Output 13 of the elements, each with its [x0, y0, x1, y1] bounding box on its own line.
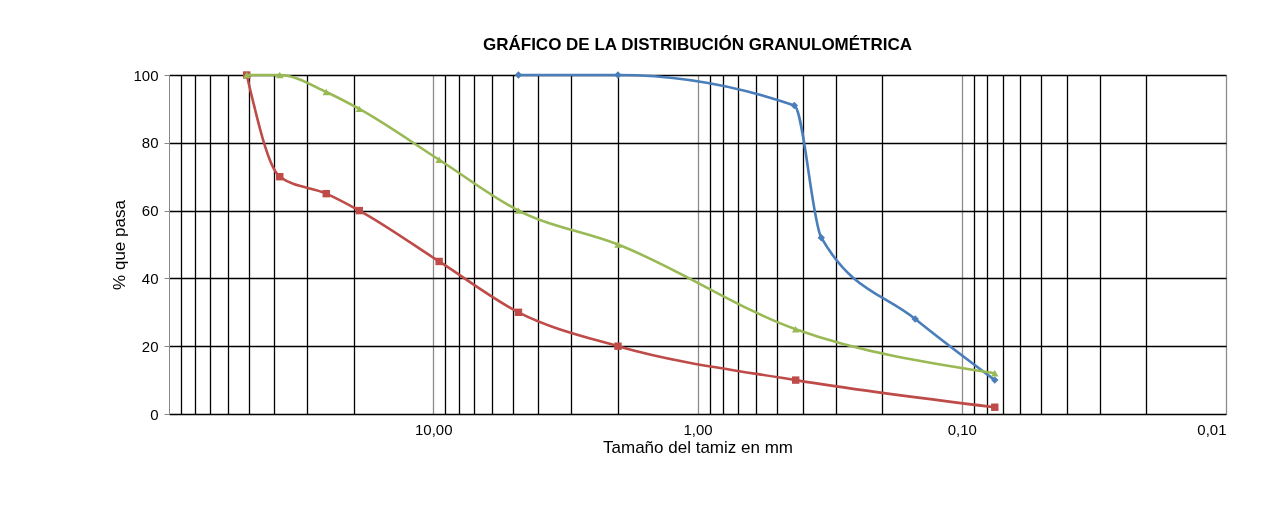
y-tick-label: 20 — [141, 337, 159, 355]
x-axis-title: Tamaño del tamiz en mm — [603, 437, 793, 457]
x-tick-label: 0,01 — [1197, 420, 1227, 438]
y-tick-label: 40 — [141, 269, 159, 287]
chart-title: GRÁFICO DE LA DISTRIBUCIÓN GRANULOMÉTRICA — [482, 35, 913, 54]
y-tick-label: 80 — [141, 134, 159, 152]
x-tick-label: 0,10 — [947, 420, 977, 438]
x-tick-label: 10,00 — [414, 420, 453, 438]
x-tick-label: 1,00 — [683, 420, 713, 438]
y-tick-label: 0 — [150, 405, 159, 423]
y-tick-label: 100 — [133, 66, 159, 84]
y-axis-title: % que pasa — [110, 199, 130, 290]
y-tick-label: 60 — [141, 202, 159, 220]
